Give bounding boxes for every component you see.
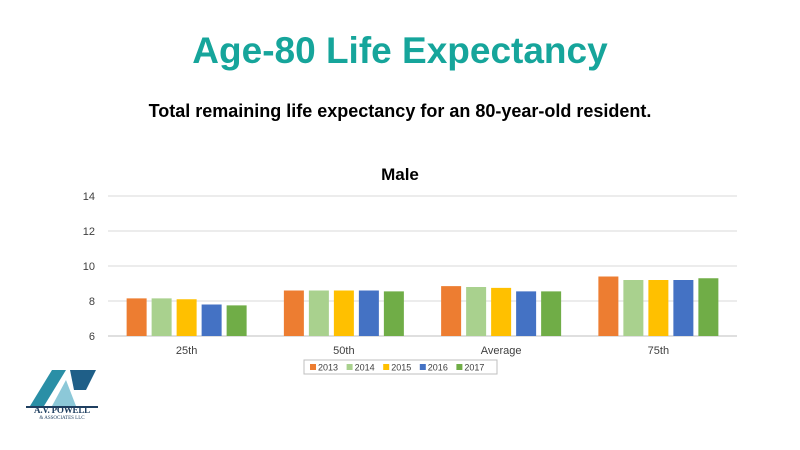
bar-2017-75th (698, 278, 719, 336)
y-tick-label: 6 (89, 331, 95, 343)
bar-2013-50th (283, 290, 304, 336)
bar-2013-25th (126, 298, 147, 336)
y-tick-label: 10 (83, 261, 95, 273)
slide-title: Age-80 Life Expectancy (192, 30, 608, 71)
legend-label-2014: 2014 (355, 363, 375, 373)
legend-label-2017: 2017 (464, 363, 484, 373)
bar-2016-50th (358, 290, 379, 336)
x-tick-label: Average (481, 345, 522, 357)
bar-2015-Average (491, 287, 512, 336)
legend-label-2013: 2013 (318, 363, 338, 373)
bar-2016-Average (516, 291, 537, 336)
legend-swatch-2016 (419, 364, 426, 370)
bar-2015-25th (176, 299, 197, 336)
bar-2016-25th (201, 304, 222, 336)
bar-2013-Average (441, 286, 462, 336)
legend: 2013 2014 2015 2016 2017 (303, 359, 498, 375)
x-tick-label: 50th (333, 345, 354, 357)
bar-2014-Average (466, 287, 487, 336)
logo-tagline: & ASSOCIATES LLC (39, 416, 85, 421)
logo-name: A.V. POWELL (34, 405, 90, 415)
y-tick-label: 12 (83, 226, 95, 238)
y-axis-ticks: 6 8 10 12 14 (83, 191, 95, 343)
legend-label-2015: 2015 (391, 363, 411, 373)
bar-2017-Average (541, 291, 562, 336)
bar-2014-75th (623, 280, 644, 336)
bar-2017-25th (226, 305, 247, 336)
x-axis-ticks: 25th 50th Average 75th (176, 345, 669, 357)
x-tick-label: 75th (648, 345, 669, 357)
bar-2013-75th (598, 276, 619, 336)
slide-subtitle: Total remaining life expectancy for an 8… (148, 101, 652, 121)
legend-swatch-2015 (383, 364, 390, 370)
chart-title: Male (381, 165, 419, 184)
legend-box (303, 359, 498, 375)
bars (126, 276, 719, 336)
legend-swatch-2017 (456, 364, 463, 370)
bar-2014-25th (151, 298, 172, 336)
bar-2015-75th (648, 280, 669, 336)
legend-swatch-2013 (310, 364, 316, 370)
y-tick-label: 14 (83, 191, 95, 203)
legend-swatch-2014 (346, 364, 353, 370)
x-tick-label: 25th (176, 345, 197, 357)
bar-2014-50th (308, 290, 329, 336)
bar-2016-75th (673, 280, 694, 336)
bar-2017-50th (383, 291, 404, 336)
legend-label-2016: 2016 (428, 363, 448, 373)
y-tick-label: 8 (89, 296, 95, 308)
company-logo (26, 370, 98, 408)
bar-2015-50th (333, 290, 354, 336)
